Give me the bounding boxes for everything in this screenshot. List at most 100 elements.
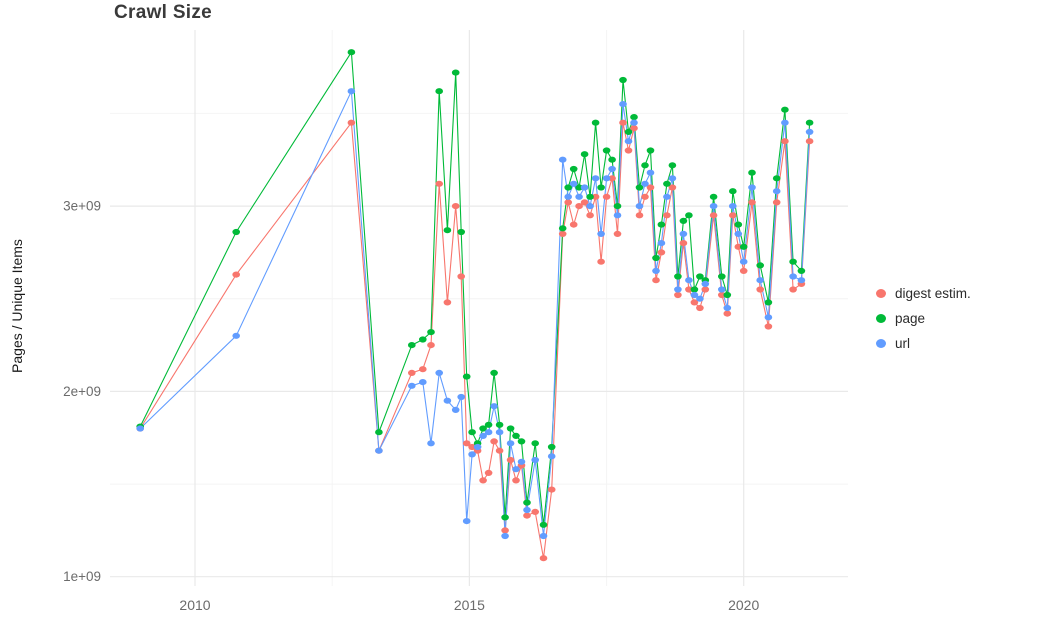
data-point-url bbox=[512, 466, 520, 473]
data-point-digest bbox=[462, 440, 471, 447]
data-point-url bbox=[564, 193, 572, 200]
data-point-page bbox=[709, 193, 718, 200]
data-point-url bbox=[701, 280, 710, 287]
data-point-url bbox=[652, 267, 660, 274]
data-point-page bbox=[663, 180, 671, 187]
data-point-page bbox=[789, 258, 797, 265]
plot-area: 1e+09 2e+09 3e+09 2010 2015 2020 bbox=[63, 30, 848, 613]
data-point-url bbox=[729, 203, 737, 210]
data-point-url bbox=[501, 532, 509, 540]
data-point-url bbox=[451, 406, 460, 413]
data-point-page bbox=[756, 262, 764, 269]
data-point-digest bbox=[772, 199, 781, 206]
data-point-url bbox=[641, 180, 649, 187]
data-point-page bbox=[569, 165, 578, 173]
data-point-url bbox=[696, 295, 704, 302]
data-point-digest bbox=[558, 230, 567, 237]
data-point-page bbox=[608, 156, 616, 163]
data-point-url bbox=[375, 447, 383, 454]
data-point-url bbox=[685, 277, 693, 284]
data-point-url bbox=[443, 397, 452, 404]
data-point-url bbox=[586, 203, 594, 210]
data-point-url bbox=[630, 119, 638, 126]
data-point-url bbox=[781, 119, 789, 126]
data-point-page bbox=[797, 267, 806, 274]
data-point-url bbox=[764, 314, 773, 321]
data-point-page bbox=[484, 421, 493, 428]
data-point-digest bbox=[701, 286, 710, 293]
data-point-page bbox=[781, 106, 789, 113]
data-point-page bbox=[451, 69, 460, 76]
data-point-digest bbox=[501, 527, 509, 534]
data-point-page bbox=[427, 329, 435, 336]
data-point-digest bbox=[468, 443, 476, 451]
data-point-page bbox=[564, 184, 572, 191]
data-point-url bbox=[635, 203, 644, 210]
data-point-page bbox=[468, 429, 476, 436]
data-point-digest bbox=[709, 212, 718, 219]
data-point-page bbox=[805, 119, 814, 126]
data-point-page bbox=[539, 521, 548, 528]
data-point-page bbox=[547, 443, 556, 451]
data-point-url bbox=[531, 456, 539, 464]
data-point-page bbox=[457, 228, 466, 236]
data-point-url bbox=[624, 138, 633, 145]
data-point-url bbox=[756, 277, 764, 284]
data-point-page bbox=[619, 76, 627, 84]
data-point-url bbox=[462, 518, 471, 525]
data-point-digest bbox=[748, 199, 756, 206]
data-point-page bbox=[586, 193, 594, 200]
data-point-digest bbox=[539, 555, 548, 562]
data-point-page bbox=[764, 299, 773, 306]
data-point-page bbox=[517, 438, 526, 445]
data-point-digest bbox=[443, 299, 452, 306]
data-point-page bbox=[624, 128, 633, 135]
data-point-digest bbox=[729, 212, 737, 219]
data-point-url bbox=[575, 193, 583, 200]
data-point-url bbox=[613, 212, 622, 219]
data-point-digest bbox=[646, 184, 655, 191]
y-tick-label: 1e+09 bbox=[63, 569, 101, 584]
data-point-url bbox=[347, 88, 356, 95]
data-point-url bbox=[608, 165, 616, 173]
data-point-digest bbox=[408, 369, 416, 376]
data-point-page bbox=[495, 421, 504, 428]
data-point-page bbox=[602, 147, 611, 154]
data-point-url bbox=[558, 156, 567, 163]
data-point-url bbox=[646, 169, 655, 176]
data-point-page bbox=[652, 254, 660, 262]
data-point-page bbox=[734, 221, 743, 228]
data-point-digest bbox=[679, 240, 688, 247]
data-point-url bbox=[580, 184, 589, 191]
data-point-url bbox=[408, 382, 416, 389]
data-point-page bbox=[674, 273, 682, 280]
data-point-page bbox=[613, 203, 622, 210]
data-point-page bbox=[718, 273, 726, 280]
data-point-page bbox=[591, 119, 600, 126]
legend-item-digest: digest estim. bbox=[876, 286, 971, 301]
data-point-url bbox=[468, 451, 476, 458]
data-point-page bbox=[506, 425, 515, 432]
data-point-digest bbox=[564, 199, 572, 206]
data-point-digest bbox=[657, 249, 666, 256]
data-point-digest bbox=[624, 147, 633, 154]
series-line-url bbox=[139, 89, 811, 537]
data-point-url bbox=[690, 291, 699, 299]
data-point-url bbox=[232, 332, 240, 339]
legend-label-url: url bbox=[895, 336, 911, 351]
data-point-digest bbox=[668, 184, 677, 191]
data-point-page bbox=[408, 342, 416, 349]
data-point-digest bbox=[696, 304, 704, 312]
data-point-digest bbox=[419, 366, 427, 373]
data-point-digest bbox=[723, 310, 732, 317]
data-point-digest bbox=[613, 230, 622, 237]
data-point-digest bbox=[663, 212, 671, 219]
data-point-page bbox=[739, 243, 748, 250]
data-point-url bbox=[419, 379, 427, 386]
data-point-digest bbox=[479, 477, 487, 484]
legend: digest estim. page url bbox=[876, 286, 971, 351]
data-point-page bbox=[657, 221, 666, 228]
data-point-digest bbox=[347, 119, 356, 126]
legend-label-digest: digest estim. bbox=[895, 286, 971, 301]
data-point-digest bbox=[490, 438, 498, 445]
